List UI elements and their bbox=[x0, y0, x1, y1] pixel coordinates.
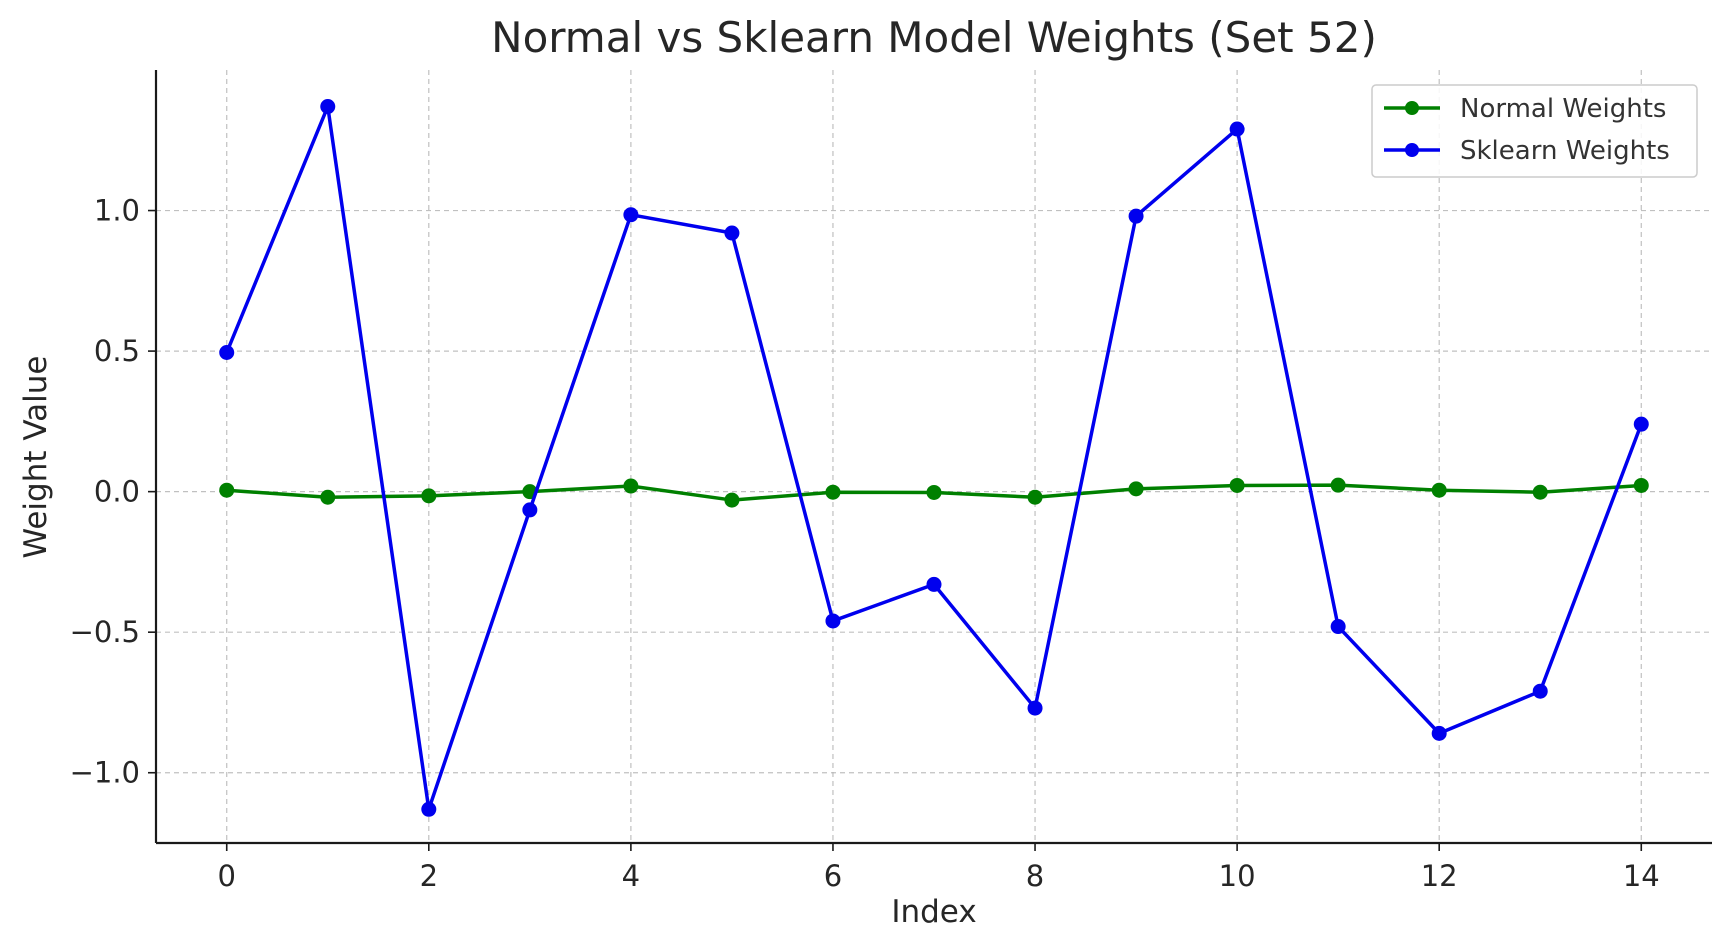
data-point-sklearn-weights bbox=[1128, 208, 1144, 224]
data-point-normal-weights bbox=[1229, 477, 1245, 493]
data-point-sklearn-weights bbox=[1229, 121, 1245, 137]
x-ticks: 0 2 4 6 8 10 12 14 bbox=[218, 843, 1660, 893]
data-point-sklearn-weights bbox=[1633, 416, 1649, 432]
series-normal-weights bbox=[219, 477, 1649, 508]
y-tick-label: 1.0 bbox=[94, 194, 140, 228]
axes bbox=[154, 70, 1712, 845]
y-tick-label: −0.5 bbox=[70, 615, 140, 649]
data-point-sklearn-weights bbox=[219, 344, 235, 360]
x-tick-label: 10 bbox=[1219, 859, 1256, 893]
y-tick-label: 0.5 bbox=[94, 334, 140, 368]
series-layer bbox=[219, 99, 1649, 817]
data-point-normal-weights bbox=[1330, 477, 1346, 493]
legend-box bbox=[1371, 84, 1698, 178]
data-point-normal-weights bbox=[1027, 489, 1043, 505]
y-tick-label: −1.0 bbox=[70, 756, 140, 790]
data-point-sklearn-weights bbox=[724, 225, 740, 241]
data-point-normal-weights bbox=[320, 489, 336, 505]
data-point-normal-weights bbox=[825, 484, 841, 500]
legend-label-sklearn-weights: Sklearn Weights bbox=[1460, 136, 1670, 166]
x-tick-label: 12 bbox=[1421, 859, 1458, 893]
data-point-sklearn-weights bbox=[1027, 700, 1043, 716]
data-point-sklearn-weights bbox=[825, 613, 841, 629]
x-tick-label: 6 bbox=[824, 859, 842, 893]
data-point-sklearn-weights bbox=[1532, 683, 1548, 699]
data-point-sklearn-weights bbox=[1431, 725, 1447, 741]
legend-label-normal-weights: Normal Weights bbox=[1460, 94, 1666, 124]
legend-marker-sklearn-weights bbox=[1405, 143, 1419, 157]
chart-title: Normal vs Sklearn Model Weights (Set 52) bbox=[491, 13, 1377, 62]
x-tick-label: 0 bbox=[218, 859, 236, 893]
y-ticks: −1.0 −0.5 0.0 0.5 1.0 bbox=[70, 194, 156, 790]
y-tick-label: 0.0 bbox=[94, 475, 140, 509]
data-point-sklearn-weights bbox=[926, 576, 942, 592]
data-point-normal-weights bbox=[1128, 481, 1144, 497]
x-axis-label: Index bbox=[891, 894, 976, 930]
data-point-sklearn-weights bbox=[1330, 619, 1346, 635]
y-axis-label: Weight Value bbox=[18, 356, 54, 559]
x-tick-label: 4 bbox=[622, 859, 640, 893]
data-point-normal-weights bbox=[421, 488, 437, 504]
data-point-normal-weights bbox=[219, 482, 235, 498]
data-point-sklearn-weights bbox=[421, 801, 437, 817]
data-point-normal-weights bbox=[724, 492, 740, 508]
legend-marker-normal-weights bbox=[1405, 101, 1419, 115]
data-point-sklearn-weights bbox=[522, 502, 538, 518]
legend: Normal Weights Sklearn Weights bbox=[1371, 84, 1698, 178]
x-tick-label: 14 bbox=[1623, 859, 1660, 893]
x-tick-label: 2 bbox=[420, 859, 438, 893]
data-point-normal-weights bbox=[1532, 484, 1548, 500]
data-point-normal-weights bbox=[1431, 482, 1447, 498]
x-tick-label: 8 bbox=[1026, 859, 1044, 893]
series-line-sklearn-weights bbox=[225, 104, 1643, 812]
data-point-normal-weights bbox=[623, 478, 639, 494]
data-point-normal-weights bbox=[1633, 477, 1649, 493]
data-point-sklearn-weights bbox=[623, 207, 639, 223]
data-point-sklearn-weights bbox=[320, 99, 336, 115]
data-point-normal-weights bbox=[926, 484, 942, 500]
series-sklearn-weights bbox=[219, 99, 1649, 817]
grid-lines bbox=[156, 70, 1712, 843]
